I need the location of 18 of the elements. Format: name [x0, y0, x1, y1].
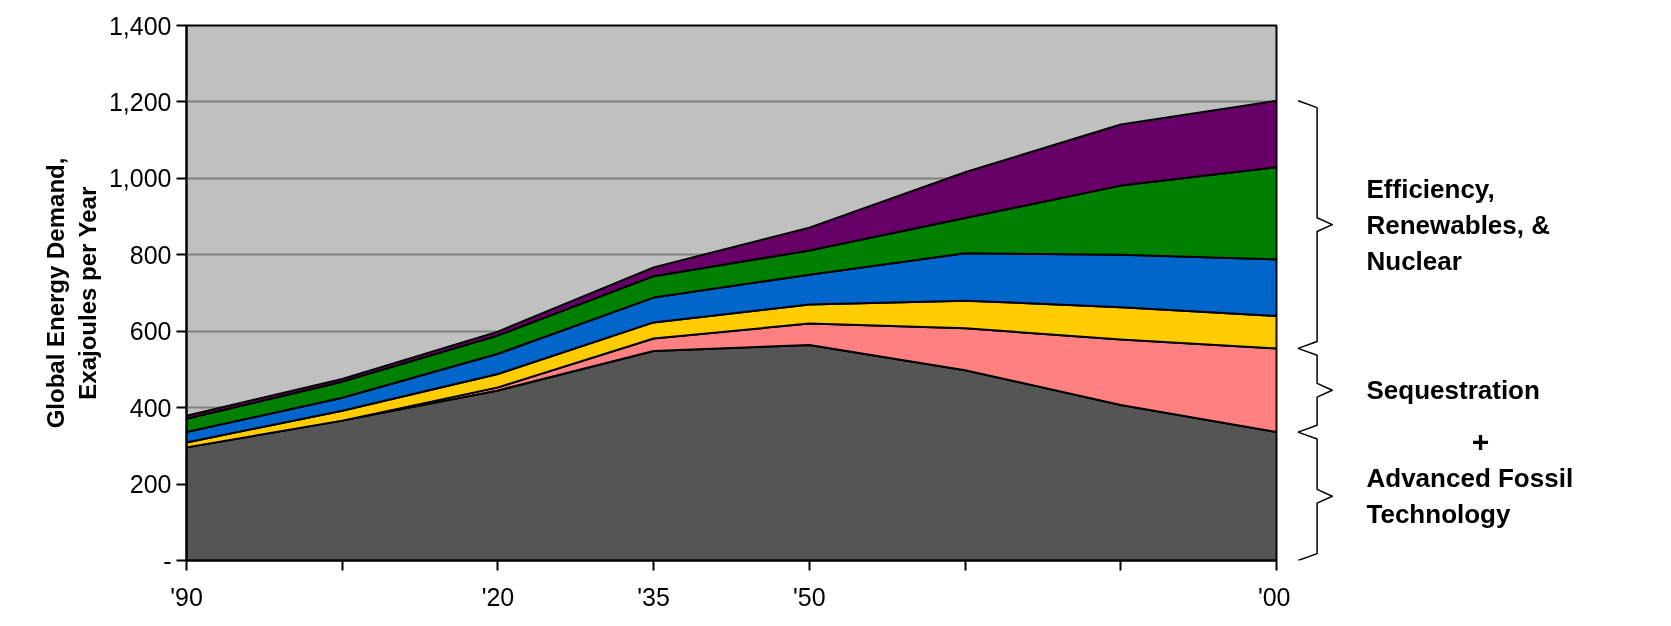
y-tick-label: 800: [129, 240, 172, 269]
y-axis-title: Global Energy Demand, Exajoules per Year: [41, 157, 101, 429]
y-tick-label: 200: [129, 470, 172, 499]
x-tick-label: '50: [793, 582, 826, 611]
x-tick-label: '90: [170, 582, 203, 611]
text: +: [1471, 424, 1490, 458]
y-tick-label: 1,000: [108, 164, 172, 193]
y-tick-label: 400: [129, 393, 172, 422]
text: Advanced Fossil Technology: [1366, 463, 1574, 530]
y-tick-label: 1,200: [108, 87, 172, 116]
x-tick-label: '00: [1257, 582, 1291, 611]
x-tick-label: '35: [637, 582, 670, 611]
text: Efficiency, Renewables, & Nuclear: [1366, 173, 1551, 276]
y-tick-label: 1,400: [108, 11, 172, 40]
x-tick-label: '20: [481, 582, 515, 611]
text: Sequestration: [1366, 375, 1540, 406]
y-tick-label: 600: [129, 317, 172, 346]
y-tick-label: -: [163, 546, 172, 575]
